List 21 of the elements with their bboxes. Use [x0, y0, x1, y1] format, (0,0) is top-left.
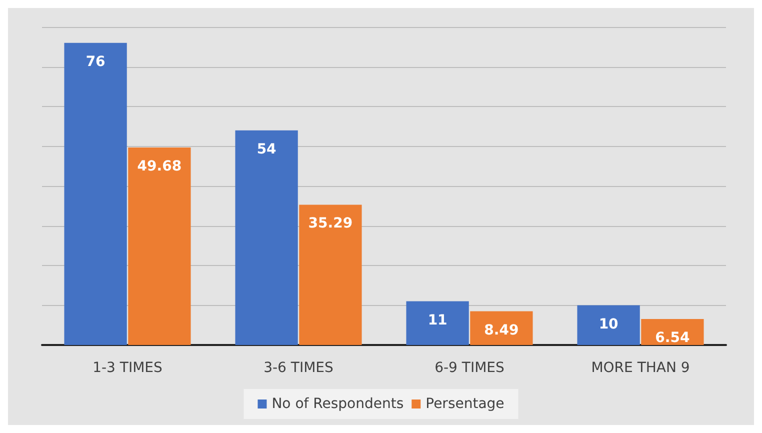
x-tick-label: MORE THAN 9	[591, 360, 690, 376]
data-label: 49.68	[137, 158, 182, 175]
bar	[128, 148, 191, 345]
data-label: 76	[86, 54, 106, 70]
bar	[406, 301, 469, 345]
data-label: 8.49	[484, 322, 519, 338]
data-label: 54	[256, 141, 277, 158]
x-tick-label: 1-3 TIMES	[92, 360, 163, 376]
bar	[470, 311, 533, 345]
legend-label: No of Respondents	[272, 396, 404, 412]
bar	[299, 204, 362, 345]
x-tick-label: 3-6 TIMES	[264, 360, 334, 376]
bar	[577, 305, 640, 345]
data-label: 11	[428, 312, 448, 328]
x-tick-label: 6-9 TIMES	[434, 360, 505, 376]
bar	[235, 130, 298, 345]
bar	[64, 42, 127, 345]
data-label: 6.54	[655, 330, 690, 346]
data-label: 10	[598, 316, 619, 332]
data-label: 35.29	[308, 216, 353, 232]
legend-label: Persentage	[426, 396, 504, 412]
